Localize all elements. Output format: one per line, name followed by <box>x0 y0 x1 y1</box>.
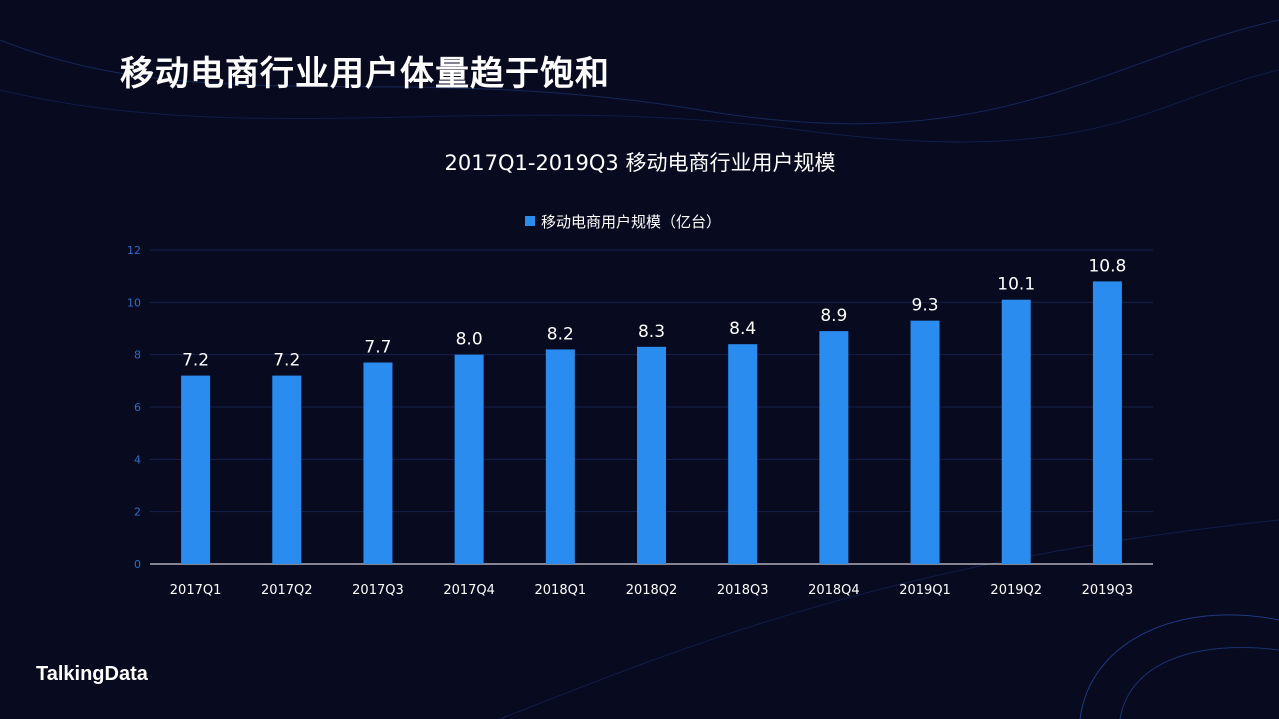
bar <box>637 346 666 564</box>
x-tick-label: 2018Q4 <box>808 583 860 598</box>
y-tick-label: 2 <box>134 506 141 519</box>
x-tick-label: 2017Q1 <box>170 583 222 598</box>
bar-value-label: 7.2 <box>273 351 300 371</box>
y-tick-label: 8 <box>134 349 141 362</box>
y-tick-label: 6 <box>134 401 141 414</box>
y-tick-label: 12 <box>127 244 141 257</box>
bar <box>819 331 849 564</box>
chart-title: 2017Q1-2019Q3 移动电商行业用户规模 <box>445 151 836 175</box>
bar-value-label: 8.4 <box>729 319 756 339</box>
bar <box>454 354 484 564</box>
bar-value-label: 8.3 <box>638 322 665 342</box>
x-tick-label: 2017Q3 <box>352 583 404 598</box>
bar-value-label: 9.3 <box>912 296 939 316</box>
y-tick-label: 10 <box>127 296 141 309</box>
page-title: 移动电商行业用户体量趋于饱和 <box>120 54 610 94</box>
x-tick-label: 2018Q1 <box>535 583 587 598</box>
x-tick-label: 2019Q1 <box>899 583 951 598</box>
bar-value-label: 10.1 <box>997 275 1035 295</box>
x-tick-label: 2019Q3 <box>1082 583 1134 598</box>
bar <box>272 375 302 564</box>
x-tick-label: 2019Q2 <box>990 583 1042 598</box>
x-tick-label: 2017Q2 <box>261 583 313 598</box>
x-tick-label: 2018Q3 <box>717 583 769 598</box>
bar-value-label: 10.8 <box>1088 256 1126 276</box>
x-tick-label: 2017Q4 <box>443 583 495 598</box>
x-tick-label: 2018Q2 <box>626 583 678 598</box>
bar <box>1092 281 1122 564</box>
y-tick-label: 4 <box>134 453 141 466</box>
bar-value-label: 7.2 <box>182 351 209 371</box>
bar <box>910 320 940 564</box>
bar <box>1001 299 1031 564</box>
legend-swatch <box>525 216 535 226</box>
y-tick-label: 0 <box>134 558 141 571</box>
bar-value-label: 7.7 <box>364 338 391 358</box>
bar <box>545 349 575 564</box>
bar <box>363 362 393 564</box>
bar-value-label: 8.9 <box>820 306 847 326</box>
bar <box>181 375 211 564</box>
bar <box>728 344 758 564</box>
legend-label: 移动电商用户规模（亿台） <box>541 213 721 231</box>
bar-value-label: 8.0 <box>456 330 483 350</box>
bar-value-label: 8.2 <box>547 324 574 344</box>
talkingdata-logo: TalkingData <box>36 663 148 685</box>
